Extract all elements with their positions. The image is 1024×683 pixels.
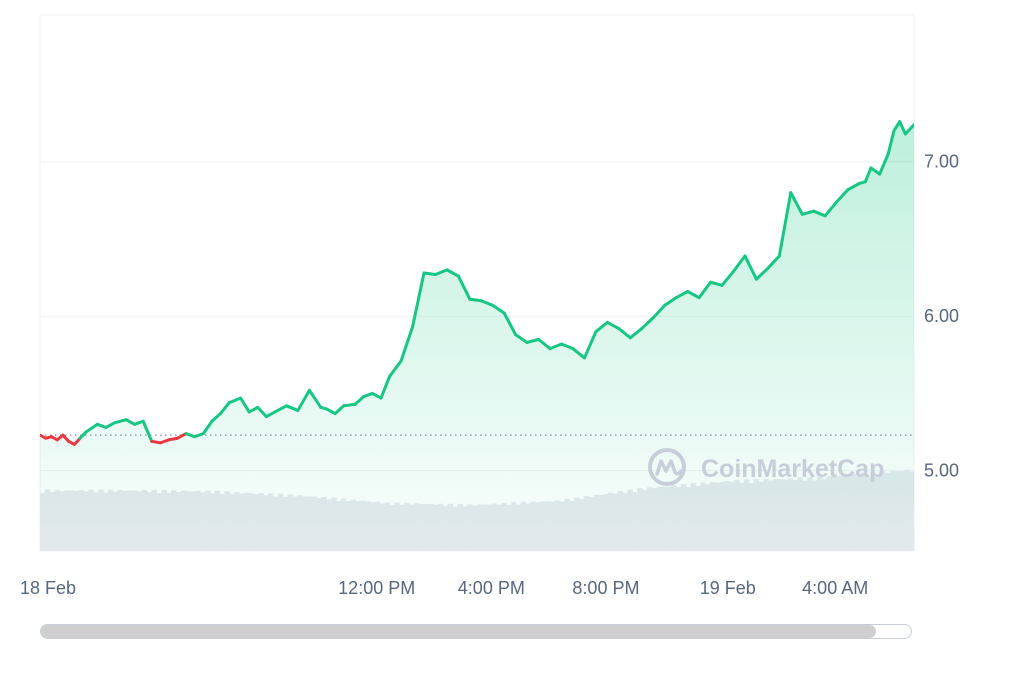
price-segment (388, 359, 403, 378)
price-segment (731, 254, 747, 273)
price-segment (525, 337, 541, 344)
price-area-fill (40, 121, 914, 551)
price-segment (709, 280, 724, 287)
price-segment (640, 316, 655, 331)
price-segment (479, 299, 495, 307)
price-segment (333, 404, 346, 416)
y-axis: 7.00 6.00 5.00 (924, 152, 959, 481)
price-segment (445, 268, 460, 278)
watermark-text: CoinMarketCap (701, 455, 884, 483)
price-segment (663, 296, 678, 307)
price-segment (411, 271, 426, 329)
price-segment (800, 209, 816, 216)
price-segment (342, 402, 357, 408)
x-tick-label: 4:00 PM (458, 578, 525, 598)
y-tick-label: 7.00 (924, 152, 959, 172)
price-segment (886, 129, 896, 156)
price-segment (651, 303, 667, 320)
price-segment (104, 421, 117, 429)
price-segment (227, 396, 243, 405)
price-segment (898, 120, 907, 136)
scrollbar-thumb[interactable] (41, 625, 877, 638)
price-segment (878, 152, 890, 176)
price-segment (835, 188, 850, 204)
price-segment (754, 266, 770, 281)
price-segment (686, 289, 701, 300)
price-segment (892, 120, 902, 133)
x-tick-label: 4:00 AM (802, 578, 868, 598)
price-segment (353, 395, 366, 406)
price-segment (766, 254, 781, 270)
price-segment (284, 404, 300, 412)
price-segment (176, 432, 188, 440)
price-segment (560, 342, 575, 351)
price-segment (502, 311, 518, 337)
y-tick-label: 5.00 (924, 461, 959, 481)
price-segment (296, 388, 311, 412)
price-segment (264, 410, 277, 419)
price-segment (307, 388, 323, 409)
price-segment (124, 418, 137, 426)
price-segment (628, 327, 644, 340)
price-segment (720, 269, 735, 287)
price-segment (863, 166, 873, 184)
price-segment (903, 123, 914, 136)
price-segment (95, 422, 108, 429)
price-segment (433, 268, 449, 277)
price-segment (571, 347, 586, 360)
price-segment (113, 418, 128, 425)
price-segment (184, 432, 197, 439)
y-tick-label: 6.00 (924, 306, 959, 326)
price-segment (548, 342, 564, 351)
price-segment (697, 280, 713, 300)
price-segment (256, 405, 268, 419)
price-segment (777, 191, 793, 258)
price-segment (399, 325, 415, 363)
price-segment (325, 407, 337, 416)
price-segment (158, 438, 171, 445)
price-segment (674, 289, 690, 300)
price-segment (468, 297, 483, 303)
price-segment (422, 271, 437, 277)
price-segment (594, 320, 609, 334)
price-segment (141, 419, 154, 443)
price-segment (210, 412, 223, 423)
price-segment (219, 401, 231, 416)
x-axis: 18 Feb 12:00 PM 4:00 PM 8:00 PM 19 Feb 4:00 A… (20, 578, 868, 598)
price-segment (370, 391, 383, 400)
coinmarketcap-logo-icon (648, 448, 686, 486)
price-segment (362, 391, 374, 399)
price-segment (456, 274, 472, 301)
price-segment (247, 405, 260, 414)
price-area (40, 121, 914, 551)
price-segment (582, 330, 598, 360)
price-segment (491, 303, 506, 315)
price-segment (379, 374, 392, 400)
price-line (40, 120, 914, 446)
x-tick-label: 8:00 PM (572, 578, 639, 598)
price-segment (846, 181, 862, 192)
price-segment (812, 209, 827, 218)
price-segment (273, 404, 288, 414)
price-segment (201, 419, 214, 436)
price-segment (84, 422, 99, 434)
price-segment (537, 337, 552, 351)
price-segment (869, 166, 882, 176)
price-segment (823, 200, 839, 218)
price-segment (133, 419, 145, 426)
x-tick-label: 18 Feb (20, 578, 76, 598)
x-tick-label: 12:00 PM (338, 578, 415, 598)
price-segment (239, 396, 251, 414)
price-segment (193, 432, 205, 439)
x-tick-label: 19 Feb (700, 578, 756, 598)
price-segment (789, 191, 804, 216)
price-segment (514, 333, 529, 344)
price-segment (617, 327, 632, 340)
price-segment (605, 320, 621, 331)
price-segment (743, 254, 758, 281)
watermark: CoinMarketCap (648, 448, 884, 486)
chart-scrollbar[interactable] (40, 624, 912, 639)
